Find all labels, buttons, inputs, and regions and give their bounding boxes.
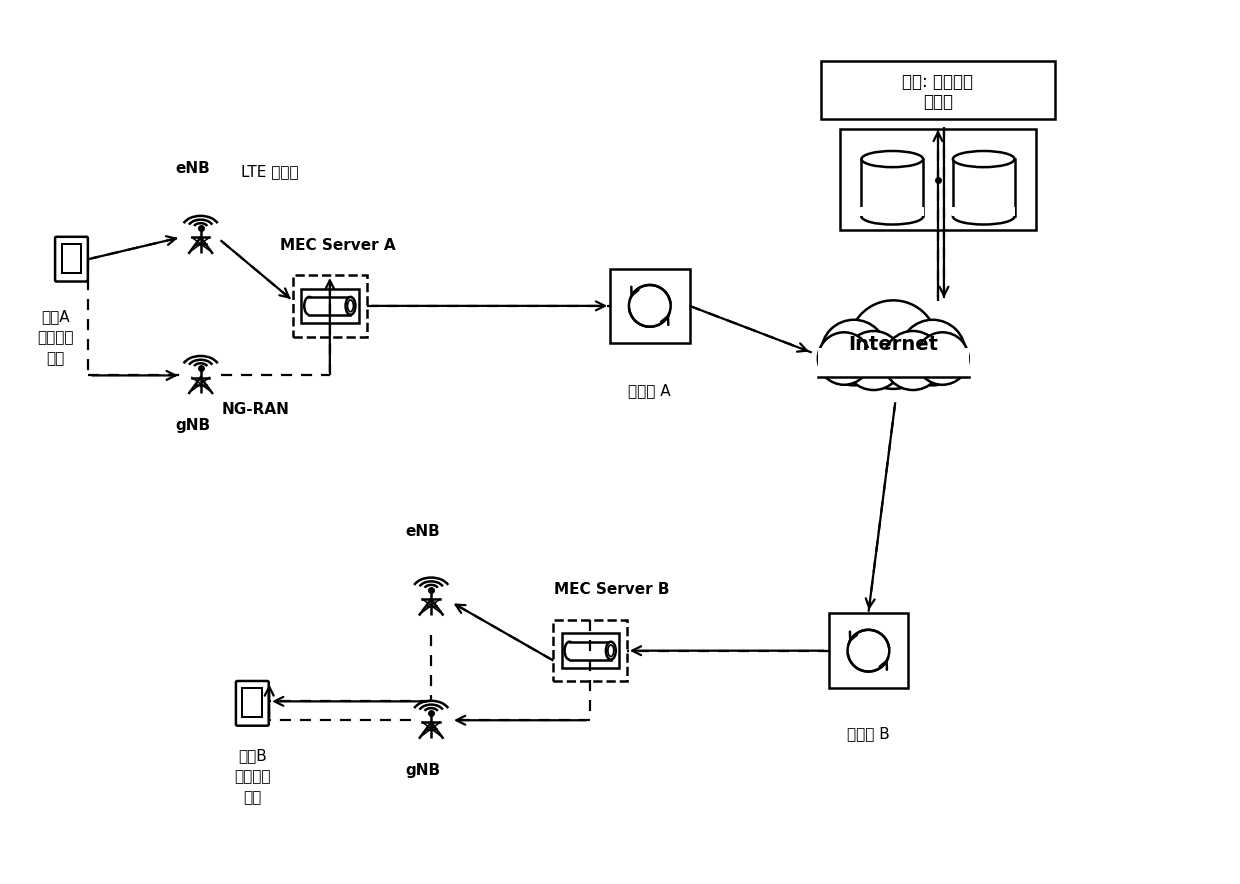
Ellipse shape [952,151,1014,167]
Bar [828,613,908,688]
Ellipse shape [606,642,616,659]
Text: LTE 接入网: LTE 接入网 [242,164,299,179]
Text: eNB: eNB [405,524,440,539]
Bar [818,347,968,377]
Bar [62,244,82,273]
Circle shape [900,320,966,385]
Circle shape [883,331,942,390]
Text: MEC Server A: MEC Server A [280,238,396,253]
Circle shape [916,332,968,385]
Circle shape [848,629,889,672]
Ellipse shape [564,642,574,659]
Text: 云端: 业务处理: 云端: 业务处理 [903,73,973,91]
Bar [301,288,358,324]
FancyBboxPatch shape [55,237,88,281]
Text: 服务器: 服务器 [923,93,954,111]
Ellipse shape [346,297,356,315]
Bar [610,269,689,343]
Bar [562,634,619,668]
Text: Internet: Internet [848,335,939,354]
Bar [309,297,351,315]
Text: eNB: eNB [175,161,210,176]
Circle shape [821,320,887,385]
Text: NG-RAN: NG-RAN [222,402,289,417]
Bar [821,61,1055,119]
Ellipse shape [862,151,923,167]
Text: 终端A
数据采集
发送: 终端A 数据采集 发送 [37,309,74,366]
Ellipse shape [347,300,353,312]
Circle shape [849,301,937,389]
Bar [862,159,923,217]
Circle shape [818,332,870,385]
Text: gNB: gNB [175,418,211,433]
Text: 核心网 B: 核心网 B [847,726,890,741]
Circle shape [844,331,903,390]
Bar [839,129,1037,231]
Bar [952,208,1016,217]
Bar [952,159,1014,217]
Ellipse shape [608,644,614,657]
Text: gNB: gNB [405,763,440,778]
Bar [242,688,263,717]
Bar [569,642,611,659]
Bar [553,620,627,682]
Circle shape [629,285,671,327]
FancyBboxPatch shape [236,681,269,726]
Text: MEC Server B: MEC Server B [554,582,670,597]
Ellipse shape [862,209,923,225]
Text: 核心网 A: 核心网 A [629,384,671,399]
Bar [861,208,924,217]
Ellipse shape [304,297,314,315]
Ellipse shape [952,209,1014,225]
Text: 终端B
数据接收
呈现: 终端B 数据接收 呈现 [234,748,270,805]
Bar [293,275,367,337]
